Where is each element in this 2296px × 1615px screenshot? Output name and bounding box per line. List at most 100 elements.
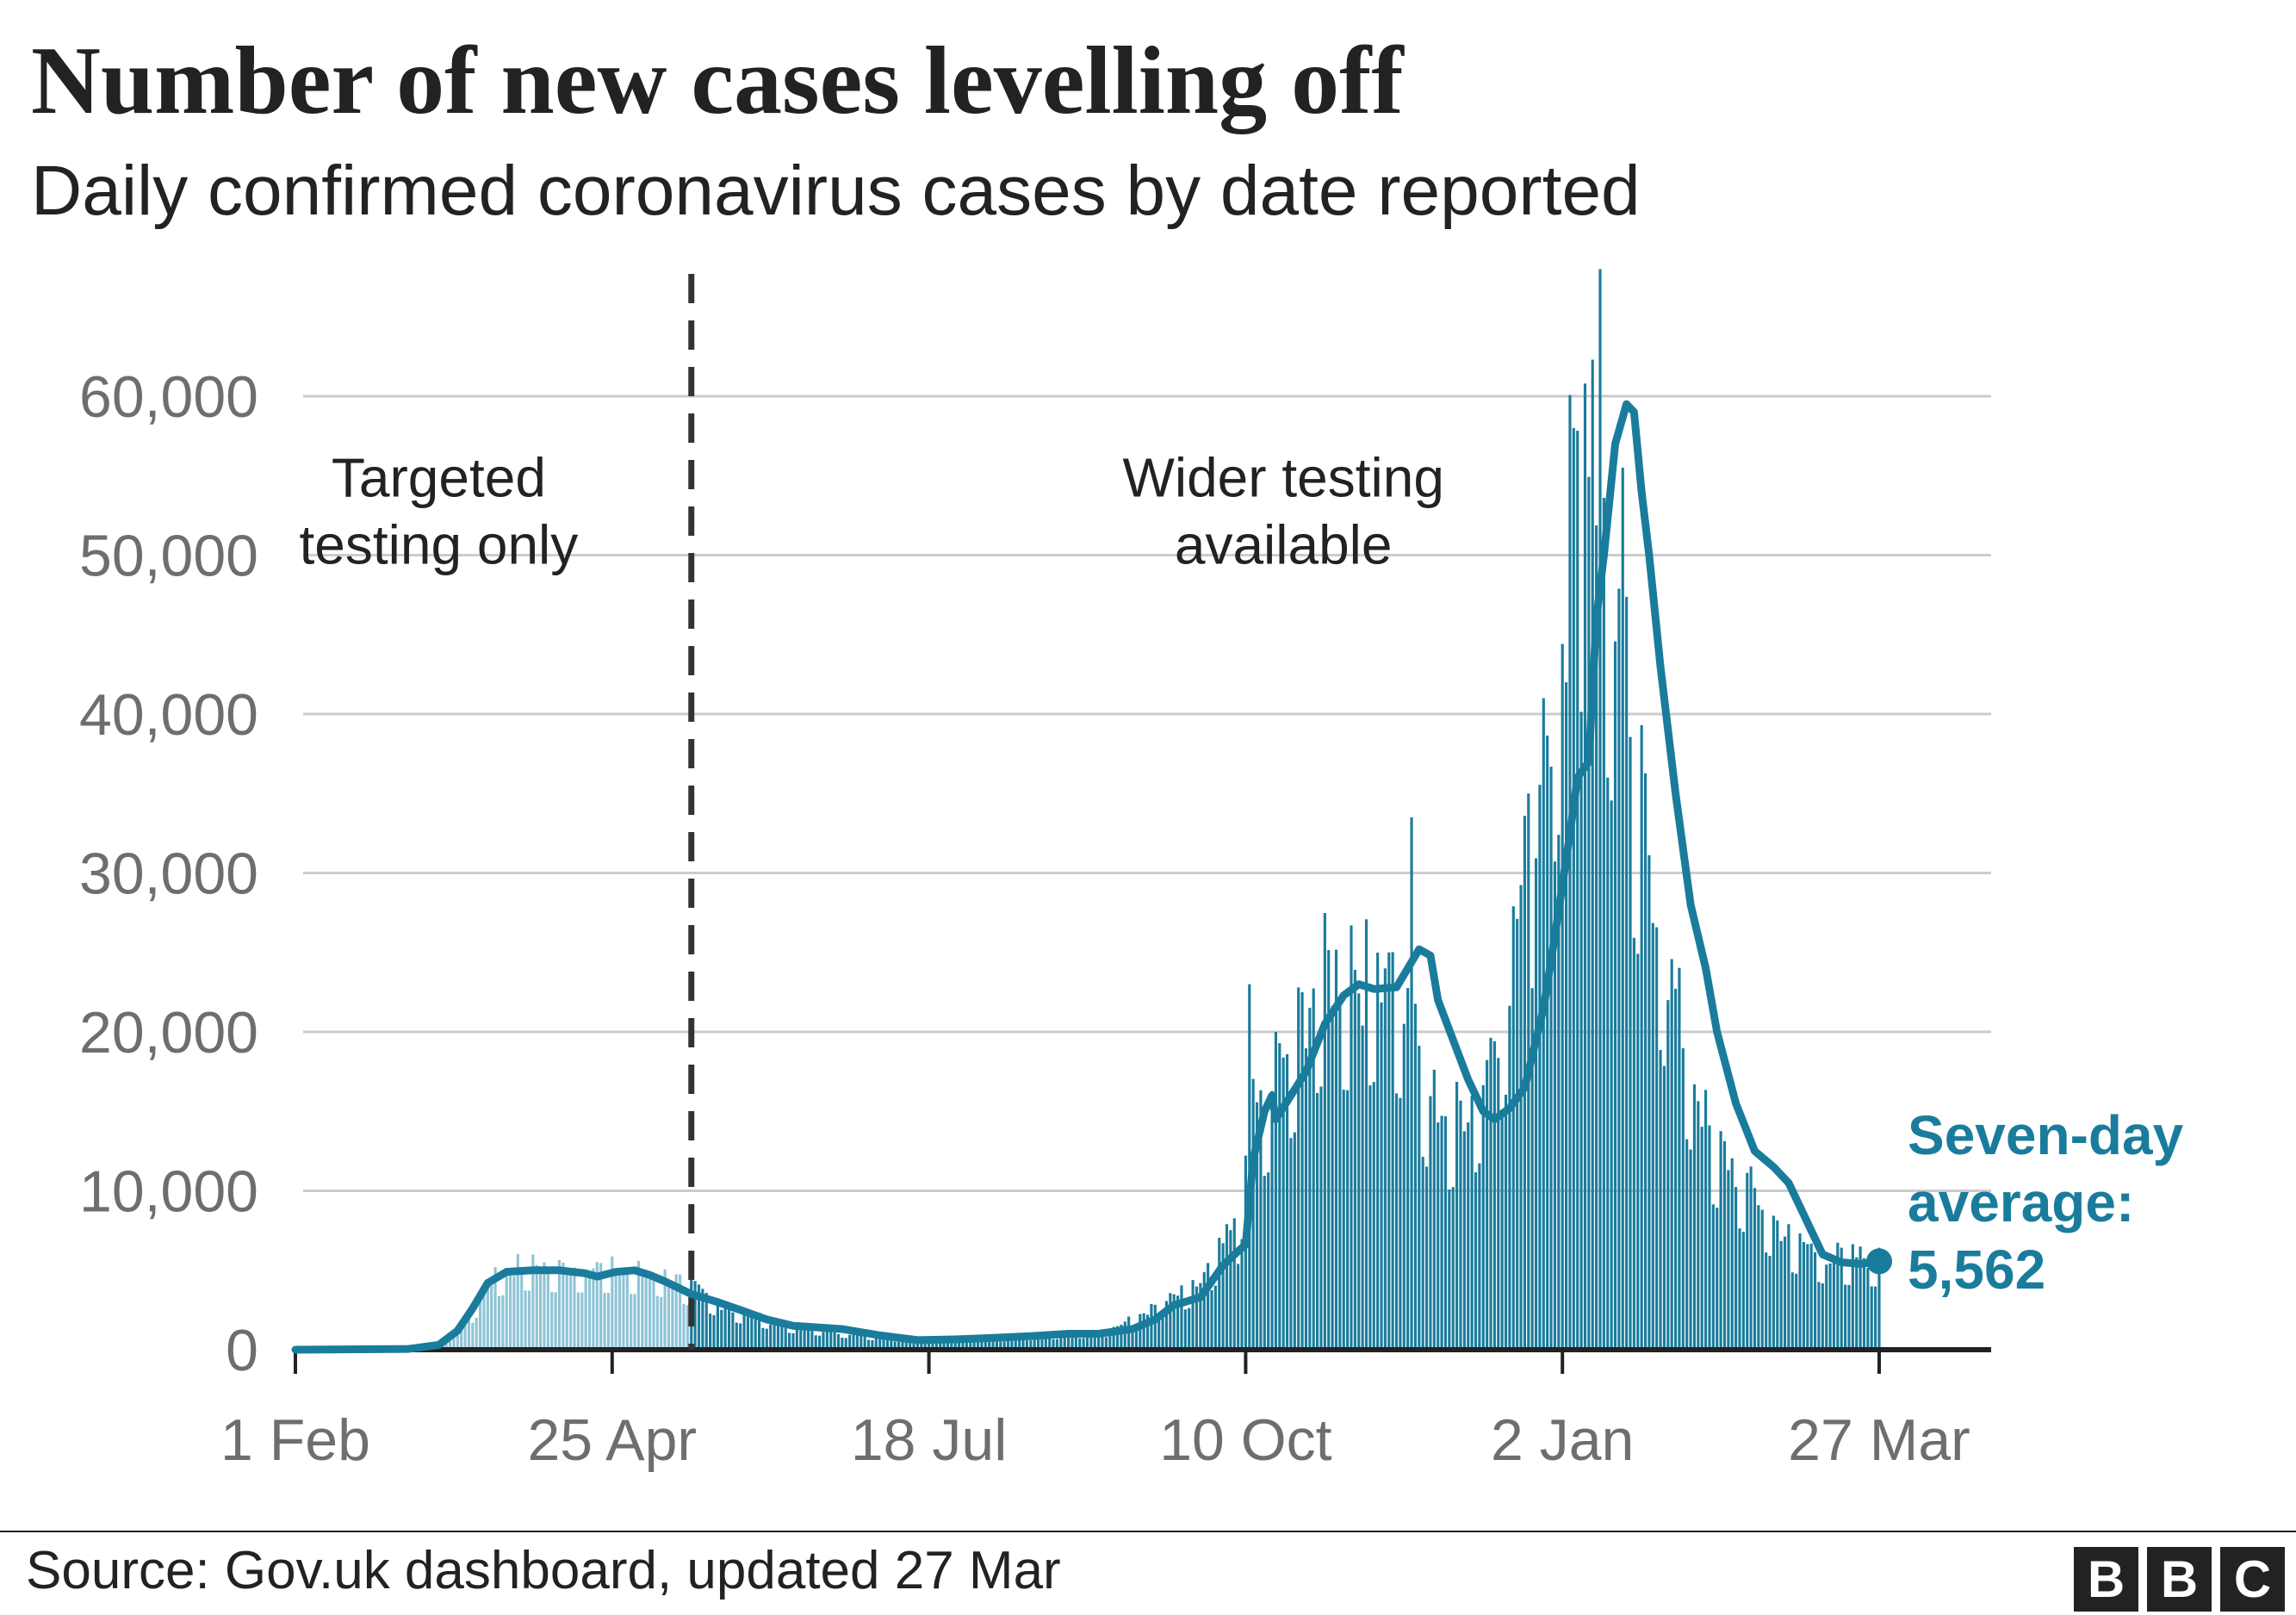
daily-case-bar [1040,1335,1044,1350]
daily-case-bar [1176,1295,1180,1350]
daily-case-bar [976,1341,980,1350]
daily-case-bar [1636,953,1640,1350]
daily-case-bar [874,1337,878,1350]
daily-case-bar [1481,1084,1485,1350]
daily-case-bar [1757,1205,1760,1350]
daily-case-bar [1651,922,1654,1350]
daily-case-bar [1123,1321,1126,1350]
daily-case-bar [1029,1339,1033,1350]
daily-case-bar [1172,1294,1176,1350]
daily-case-bar [655,1295,659,1350]
daily-case-bar [1387,952,1391,1350]
daily-case-bar [1572,427,1575,1350]
cases-chart: 0 10,000 20,000 30,000 40,000 50,000 60,000 1 F… [79,269,2184,1473]
daily-case-bar [1565,682,1568,1350]
daily-case-bar [1734,1187,1738,1350]
daily-case-bar [806,1326,810,1350]
annotation-text: available [1175,513,1393,575]
daily-case-bar [1063,1334,1066,1350]
daily-case-bar [1120,1324,1123,1350]
daily-case-bar [1825,1264,1828,1350]
daily-case-bar [1225,1224,1229,1350]
daily-case-bar [1191,1280,1195,1350]
daily-case-bar [1749,1166,1753,1350]
daily-case-bar [554,1292,557,1350]
daily-case-bar [1474,1172,1478,1350]
daily-case-bar [546,1267,549,1350]
daily-case-bar [697,1284,701,1350]
daily-case-bar [1561,643,1564,1350]
daily-case-bar [1391,952,1394,1350]
daily-case-bar [1821,1283,1824,1350]
daily-case-bar [810,1328,814,1350]
daily-case-bar [463,1320,467,1350]
x-tick-label: 18 Jul [851,1407,1007,1473]
daily-case-bar [1613,641,1617,1350]
daily-case-bar [520,1269,524,1350]
daily-case-bar [1221,1243,1225,1350]
daily-case-bar [701,1289,704,1350]
daily-case-bar [866,1339,871,1350]
daily-case-bar [1139,1314,1142,1350]
daily-case-bar [1602,498,1605,1350]
annotation-text: testing only [300,513,579,575]
daily-case-bar [1244,1155,1247,1350]
daily-case-bar [1708,1125,1711,1350]
daily-case-bar [1213,1285,1217,1350]
daily-case-bar [1519,885,1523,1350]
daily-case-bar [509,1270,512,1350]
daily-case-bar [1549,767,1553,1350]
daily-case-bar [1697,1101,1700,1350]
daily-case-bar [791,1332,795,1350]
daily-case-bar [1576,431,1579,1350]
daily-case-bar [1776,1220,1779,1350]
daily-case-bar [527,1290,531,1350]
daily-case-bar [1798,1233,1802,1350]
bbc-logo-letter: C [2220,1547,2285,1612]
daily-case-bar [1874,1286,1877,1350]
daily-case-bar [848,1334,852,1350]
daily-case-bar [1164,1301,1169,1350]
daily-case-bar [1044,1332,1047,1350]
y-tick-label: 0 [226,1318,258,1383]
daily-case-bar [890,1339,893,1350]
daily-case-bar [1508,1005,1511,1350]
daily-case-bar [1492,1040,1496,1350]
daily-case-bar [1692,1084,1697,1350]
daily-case-bar [471,1322,475,1350]
daily-case-bar [1338,1005,1342,1350]
daily-case-bar [1394,1093,1399,1350]
daily-case-bar [1870,1286,1873,1350]
daily-case-bar [1760,1209,1764,1350]
daily-case-bar [1229,1230,1232,1350]
daily-case-bar [1459,1100,1462,1350]
daily-case-bar [1413,1003,1418,1350]
daily-case-bar [660,1296,663,1350]
daily-case-bar [1511,906,1515,1350]
daily-case-bar [1406,988,1410,1350]
y-tick-label: 50,000 [79,524,258,589]
daily-case-bar [1267,1172,1270,1350]
daily-case-bar [1153,1304,1157,1350]
y-tick-label: 30,000 [79,842,258,907]
daily-case-bar [1281,1057,1285,1350]
daily-case-bar [1368,1085,1372,1350]
daily-case-bar [1145,1314,1150,1350]
daily-case-bar [444,1343,448,1350]
daily-case-bar [1202,1271,1206,1350]
daily-case-bar [950,1342,953,1350]
daily-case-bar [595,1262,599,1350]
seven-day-average-line [291,400,1883,1354]
daily-case-bar [1489,1037,1492,1350]
daily-case-bar [1183,1309,1187,1350]
daily-case-bar [716,1301,719,1350]
daily-case-bar [1451,1187,1455,1350]
daily-case-bar [1746,1172,1749,1350]
daily-case-bar [1716,1208,1719,1350]
daily-case-bar [644,1270,648,1350]
daily-case-bar [1052,1339,1055,1350]
annotation-text: Wider testing [1122,446,1443,508]
daily-case-bar [731,1312,735,1350]
daily-case-bar [1836,1242,1840,1350]
daily-case-bar [904,1339,908,1350]
